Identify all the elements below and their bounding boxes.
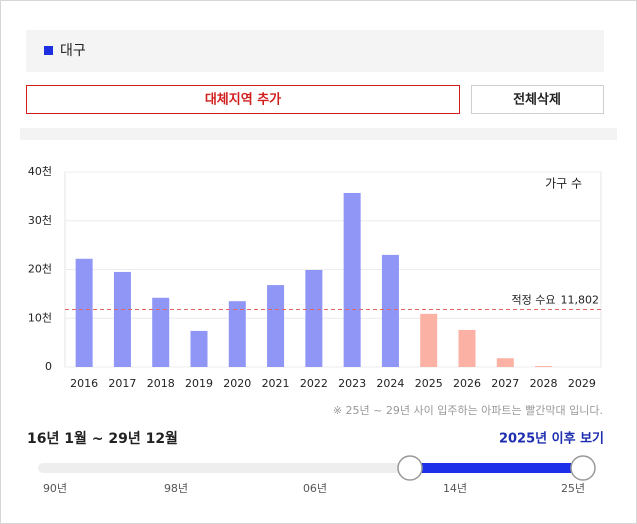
x-tick-label: 2018 <box>147 377 175 390</box>
slider-handle[interactable] <box>570 455 596 481</box>
note: ※ 25년 ~ 29년 사이 입주하는 아파트는 빨간막대 입니다. <box>333 403 603 417</box>
reference-value: 11,802 <box>561 293 600 306</box>
reference-label: 적정 수요 11,802 <box>512 293 599 306</box>
separator <box>20 128 617 140</box>
slider-label: 25년 <box>561 482 585 495</box>
x-tick-label: 2019 <box>185 377 213 390</box>
bar <box>152 297 170 367</box>
y-tick-label: 20천 <box>28 262 52 276</box>
x-tick-label: 2017 <box>108 377 136 390</box>
y-tick-label: 0 <box>45 360 52 373</box>
y-unit-label: 가구 수 <box>545 177 582 191</box>
bar <box>420 313 438 367</box>
slider-label: 14년 <box>443 482 467 495</box>
bar <box>228 301 246 367</box>
x-tick-label: 2016 <box>70 377 98 390</box>
x-tick-label: 2021 <box>262 377 290 390</box>
bar <box>496 358 514 367</box>
add-button-label[interactable]: 대체지역 추가 <box>205 92 281 108</box>
x-tick-label: 2026 <box>453 377 481 390</box>
x-tick-label: 2025 <box>415 377 443 390</box>
slider-handle[interactable] <box>397 455 423 481</box>
region-name: 대구 <box>60 43 86 59</box>
reference-name: 적정 수요 <box>512 293 556 306</box>
slider-range <box>410 463 583 473</box>
region-box <box>26 30 604 72</box>
x-tick-label: 2024 <box>376 377 404 390</box>
period: 16년 1월 ~ 29년 12월 <box>27 430 178 447</box>
delete-all-button[interactable]: 전체삭제 <box>471 85 604 114</box>
bar <box>267 285 285 367</box>
x-tick-label: 2022 <box>300 377 328 390</box>
y-tick-label: 10천 <box>28 310 52 324</box>
bar <box>381 254 399 367</box>
bar <box>190 330 208 367</box>
x-tick-label: 2020 <box>223 377 251 390</box>
y-tick-label: 40천 <box>28 164 52 178</box>
region-marker <box>44 46 53 55</box>
bar <box>113 271 131 367</box>
bar <box>535 366 553 367</box>
slider-label: 06년 <box>303 482 327 495</box>
x-tick-label: 2028 <box>530 377 558 390</box>
bar <box>343 192 361 367</box>
slider-labels: 90년 98년 06년 14년 25년 <box>43 482 585 495</box>
x-tick-label: 2023 <box>338 377 366 390</box>
delete-all-label[interactable]: 전체삭제 <box>513 92 561 108</box>
slider-label: 98년 <box>164 482 188 495</box>
bar <box>75 258 93 367</box>
slider-label: 90년 <box>43 482 67 495</box>
x-tick-label: 2029 <box>568 377 596 390</box>
after-2025-link[interactable]: 2025년 이후 보기 <box>499 431 604 447</box>
range-slider[interactable] <box>38 455 596 481</box>
bar <box>458 329 476 367</box>
bar <box>305 269 323 367</box>
x-tick-label: 2027 <box>491 377 519 390</box>
y-tick-label: 30천 <box>28 213 52 227</box>
add-button[interactable]: 대체지역 추가 <box>26 85 460 114</box>
